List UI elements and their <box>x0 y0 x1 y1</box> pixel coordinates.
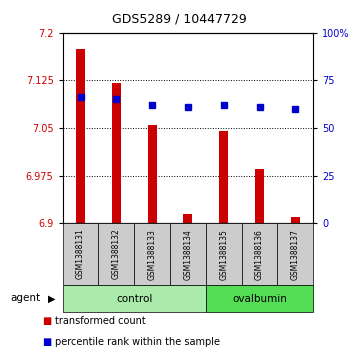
Bar <box>255 169 264 223</box>
Text: GSM1388135: GSM1388135 <box>219 229 228 280</box>
Bar <box>76 49 85 223</box>
Text: ▶: ▶ <box>48 293 55 303</box>
Bar <box>63 223 98 285</box>
Bar <box>183 214 193 223</box>
Text: control: control <box>116 294 153 303</box>
Bar <box>170 223 206 285</box>
Bar <box>206 223 242 285</box>
Text: GSM1388133: GSM1388133 <box>147 229 157 280</box>
Text: ■: ■ <box>42 337 51 347</box>
Text: GSM1388131: GSM1388131 <box>76 229 85 280</box>
Bar <box>291 217 300 223</box>
Text: GSM1388136: GSM1388136 <box>255 229 264 280</box>
Text: ■: ■ <box>42 316 51 326</box>
Text: GSM1388132: GSM1388132 <box>112 229 121 280</box>
Bar <box>219 131 228 223</box>
Text: ovalbumin: ovalbumin <box>232 294 287 303</box>
Text: transformed count: transformed count <box>55 316 146 326</box>
Text: agent: agent <box>11 293 41 303</box>
Bar <box>63 285 206 312</box>
Text: GSM1388134: GSM1388134 <box>183 229 193 280</box>
Bar <box>148 125 157 223</box>
Bar <box>206 285 313 312</box>
Bar <box>277 223 313 285</box>
Text: percentile rank within the sample: percentile rank within the sample <box>55 337 221 347</box>
Bar <box>98 223 134 285</box>
Bar <box>134 223 170 285</box>
Text: GSM1388137: GSM1388137 <box>291 229 300 280</box>
Bar <box>242 223 277 285</box>
Bar <box>112 83 121 223</box>
Text: GDS5289 / 10447729: GDS5289 / 10447729 <box>112 13 246 26</box>
